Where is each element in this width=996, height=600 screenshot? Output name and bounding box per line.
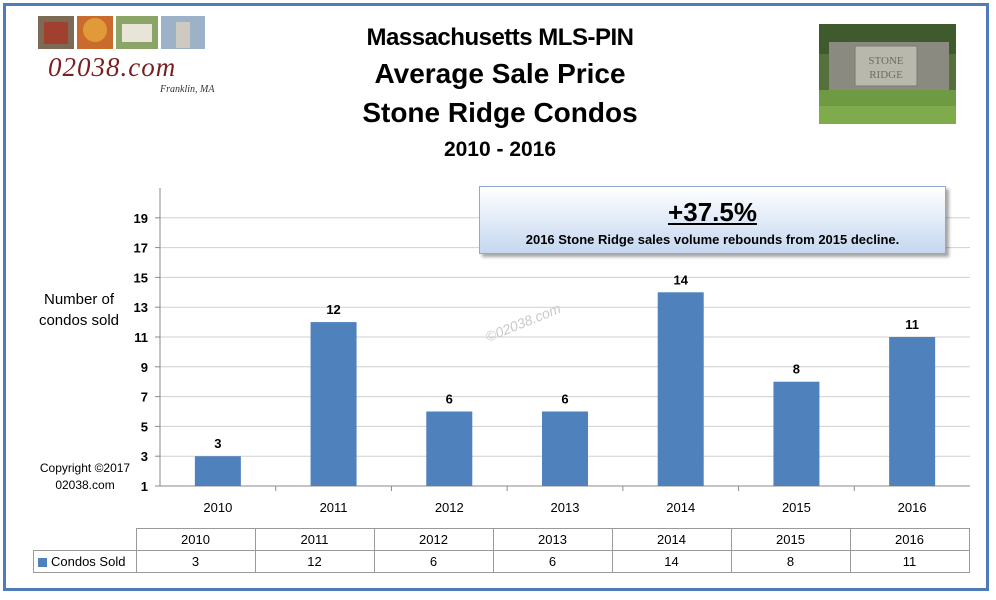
data-table-header: 2010 [135,528,256,551]
data-table-cell: 8 [730,550,851,573]
data-table-header: 2011 [254,528,375,551]
data-table-cell: 11 [849,550,970,573]
logo-photo-strip [38,16,205,49]
x-tick-label: 2010 [203,500,232,515]
data-table-cell: 14 [611,550,732,573]
x-tick-label: 2011 [320,500,348,515]
data-table-row: Condos Sold 3 12 6 6 14 8 11 [33,550,970,573]
y-tick-label: 9 [141,360,148,375]
chart-title-line2: Average Sale Price [374,58,626,89]
data-table-cell: 6 [492,550,613,573]
data-table-header-row: 2010 2011 2012 2013 2014 2015 2016 [33,528,970,551]
x-axis-labels: 2010 2011 2012 2013 2014 2015 2016 [203,486,927,515]
y-tick-label: 15 [134,270,148,285]
y-tick-label: 7 [141,390,148,405]
data-table-header: 2015 [730,528,851,551]
data-table-header: 2012 [373,528,494,551]
x-tick-label: 2014 [666,500,695,515]
chart-titles: Massachusetts MLS-PIN Average Sale Price… [300,22,700,168]
chart-title-line3: Stone Ridge Condos [362,97,638,128]
y-tick-label: 3 [141,449,148,464]
chart-subtitle: 2010 - 2016 [443,138,557,161]
y-tick-label: 19 [134,211,148,226]
bar [773,381,820,486]
stone-ridge-photo: STONE RIDGE [819,24,956,124]
data-label: 6 [561,392,568,407]
data-table-corner [33,528,137,551]
data-label: 11 [905,317,919,332]
x-tick-label: 2012 [435,500,464,515]
copyright-line2: 02038.com [55,478,115,492]
bar [542,411,588,486]
y-axis-label: Number of condos sold [38,291,120,329]
data-label: 6 [446,392,453,407]
bar [889,337,936,486]
y-tick-label: 13 [134,300,148,315]
chart-title-line1: Massachusetts MLS-PIN [366,24,634,51]
y-tick-label: 5 [141,419,148,434]
x-tick-label: 2015 [782,500,811,515]
data-table-cell: 3 [135,550,256,573]
y-tick-label: 11 [134,330,148,345]
y-tick-label: 17 [134,241,148,256]
bar [310,322,357,486]
y-tick-label: 1 [141,479,148,494]
x-tick-label: 2013 [551,500,580,515]
bars: 3 12 6 6 14 8 11 [194,272,936,486]
copyright: Copyright ©2017 02038.com [30,460,140,494]
data-table-header: 2016 [849,528,970,551]
logo-text: 02038.com [48,52,177,82]
svg-text:RIDGE: RIDGE [869,69,903,81]
bar [194,456,241,486]
data-table-cell: 6 [373,550,494,573]
x-tick-label: 2016 [898,500,927,515]
site-logo[interactable]: 02038.com Franklin, MA [38,16,228,100]
copyright-line1: Copyright ©2017 [39,461,131,475]
bar [426,411,473,486]
data-table: 2010 2011 2012 2013 2014 2015 2016 Condo… [33,528,970,573]
data-label: 3 [214,436,221,451]
callout-body: 2016 Stone Ridge sales volume rebounds f… [525,232,900,247]
bar [657,292,704,486]
data-table-header: 2014 [611,528,732,551]
data-table-header: 2013 [492,528,613,551]
data-table-row-label: Condos Sold [33,550,137,573]
data-label: 8 [793,362,800,377]
legend-key [38,558,47,568]
callout-box: +37.5% 2016 Stone Ridge sales volume reb… [479,186,946,254]
data-table-cell: 12 [254,550,375,573]
data-label: 14 [673,272,688,287]
svg-text:STONE: STONE [868,55,904,67]
callout-headline: +37.5% [668,197,757,227]
logo-subtext: Franklin, MA [160,84,215,95]
series-name: Condos Sold [51,554,126,569]
data-label: 12 [326,302,340,317]
